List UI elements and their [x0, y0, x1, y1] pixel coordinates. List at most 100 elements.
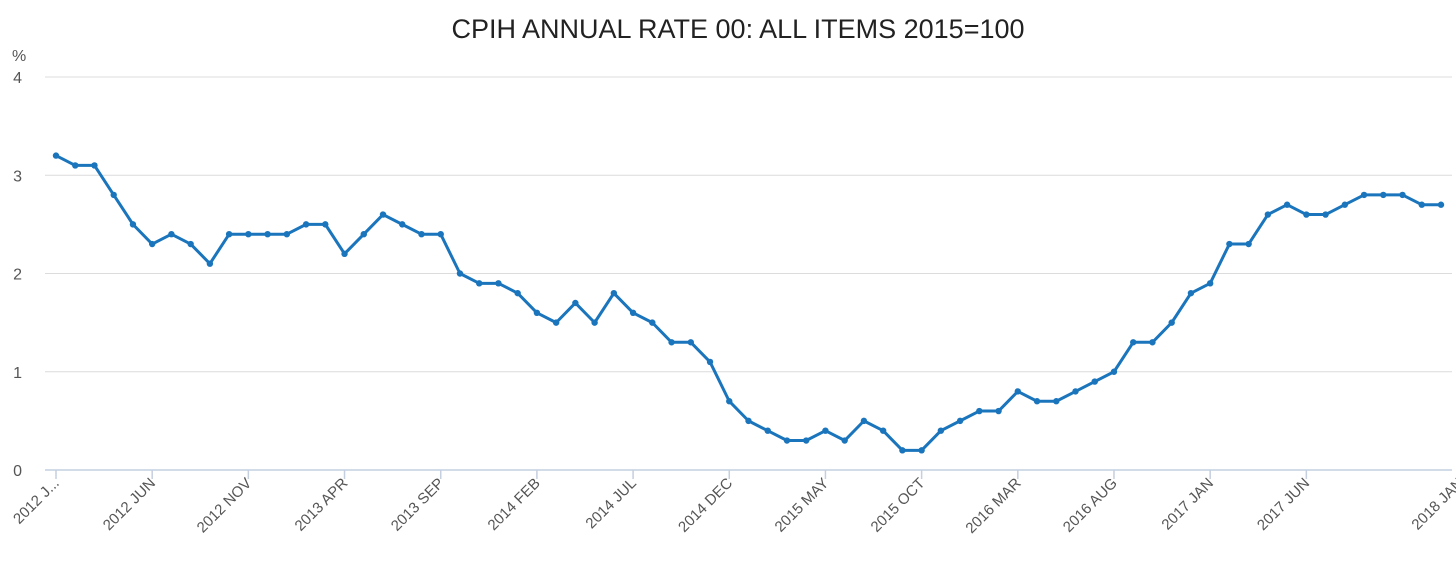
data-point[interactable]: [706, 358, 714, 366]
data-point[interactable]: [475, 280, 483, 287]
data-point[interactable]: [148, 240, 156, 248]
data-point[interactable]: [264, 231, 271, 238]
x-tick-label: 2014 DEC: [675, 475, 736, 536]
x-tick-label: 2015 OCT: [867, 475, 928, 536]
data-point[interactable]: [1053, 398, 1060, 405]
data-point[interactable]: [399, 221, 406, 228]
data-point[interactable]: [283, 231, 291, 238]
x-tick-label: 2012 JUN: [100, 475, 159, 534]
data-point[interactable]: [629, 309, 637, 316]
data-point[interactable]: [937, 427, 945, 434]
data-point[interactable]: [956, 417, 964, 425]
chart-title: CPIH ANNUAL RATE 00: ALL ITEMS 2015=100: [451, 14, 1024, 44]
data-point[interactable]: [1130, 339, 1137, 346]
data-point[interactable]: [1226, 240, 1233, 248]
gridlines: [45, 76, 1452, 373]
x-tick-label: 2017 JAN: [1158, 475, 1217, 534]
data-point[interactable]: [841, 437, 848, 444]
data-point[interactable]: [533, 309, 541, 316]
data-point[interactable]: [764, 427, 771, 434]
y-tick-label: 0: [13, 463, 22, 480]
data-point[interactable]: [610, 289, 618, 297]
y-axis-ticks: 0 1 2 3 4: [13, 70, 22, 480]
data-point[interactable]: [1110, 368, 1118, 375]
x-tick-label: 2018 JAN: [1408, 475, 1456, 534]
x-tick-label: 2016 AUG: [1060, 475, 1121, 536]
data-point[interactable]: [1091, 378, 1098, 385]
data-point[interactable]: [168, 231, 175, 238]
data-point[interactable]: [1380, 191, 1387, 199]
data-point[interactable]: [918, 447, 925, 454]
data-point[interactable]: [1399, 191, 1406, 199]
x-tick-label: 2016 MAR: [962, 475, 1024, 537]
data-point[interactable]: [72, 162, 79, 169]
data-point[interactable]: [1418, 201, 1425, 208]
x-tick-label: 2013 SEP: [388, 475, 448, 535]
y-tick-label: 2: [13, 267, 22, 284]
data-point[interactable]: [360, 231, 367, 238]
data-point[interactable]: [1014, 388, 1022, 395]
data-point[interactable]: [110, 191, 117, 199]
data-point[interactable]: [418, 231, 425, 238]
data-point[interactable]: [187, 240, 194, 248]
data-point[interactable]: [379, 211, 387, 218]
data-point[interactable]: [91, 162, 98, 169]
data-point[interactable]: [1283, 201, 1291, 208]
data-point[interactable]: [1303, 211, 1310, 218]
data-point[interactable]: [899, 447, 906, 454]
data-point[interactable]: [1187, 289, 1195, 297]
data-point[interactable]: [1437, 201, 1445, 208]
series-line: [54, 154, 1443, 452]
data-point[interactable]: [206, 260, 214, 267]
data-point[interactable]: [822, 427, 829, 434]
data-point[interactable]: [1033, 398, 1041, 405]
data-point[interactable]: [1322, 211, 1329, 218]
data-point[interactable]: [437, 231, 444, 238]
data-point[interactable]: [591, 319, 598, 326]
data-point[interactable]: [1206, 280, 1214, 287]
data-point[interactable]: [1149, 339, 1156, 346]
data-point[interactable]: [1360, 191, 1368, 199]
y-tick-label: 1: [13, 365, 22, 382]
data-point[interactable]: [976, 407, 983, 415]
data-point[interactable]: [1245, 240, 1252, 248]
x-tick-label: 2017 JUN: [1254, 475, 1313, 534]
data-point[interactable]: [745, 417, 752, 425]
x-tick-label: 2014 FEB: [485, 475, 544, 534]
data-point[interactable]: [495, 280, 502, 287]
data-point[interactable]: [341, 250, 348, 258]
data-point[interactable]: [572, 299, 579, 307]
data-point[interactable]: [1264, 211, 1272, 218]
data-point[interactable]: [1072, 388, 1079, 395]
data-point[interactable]: [995, 407, 1002, 415]
data-point[interactable]: [649, 319, 656, 326]
data-point[interactable]: [302, 221, 310, 228]
series-group: [52, 152, 1445, 454]
data-point[interactable]: [225, 231, 233, 238]
data-point[interactable]: [322, 221, 329, 228]
data-point[interactable]: [1341, 201, 1349, 208]
data-point[interactable]: [860, 417, 868, 425]
x-tick-label: 2012 NOV: [194, 475, 256, 537]
data-point[interactable]: [552, 319, 560, 326]
data-point[interactable]: [1168, 319, 1175, 326]
data-point[interactable]: [879, 427, 887, 434]
x-axis-ticks: 2012 J... 2012 JUN 2012 NOV 2013 APR 2013 SE…: [10, 470, 1456, 537]
data-point[interactable]: [687, 339, 694, 346]
y-tick-label: 3: [13, 168, 22, 185]
data-point[interactable]: [726, 398, 733, 405]
data-point[interactable]: [456, 270, 464, 277]
x-tick-label: 2012 J...: [10, 475, 63, 528]
x-tick-label: 2014 JUL: [582, 475, 639, 532]
data-point[interactable]: [668, 339, 675, 346]
y-axis-unit-label: %: [12, 48, 26, 65]
x-tick-label: 2013 APR: [292, 475, 352, 535]
data-point[interactable]: [783, 437, 791, 444]
data-point[interactable]: [129, 221, 137, 228]
data-point[interactable]: [52, 152, 60, 159]
y-tick-label: 4: [13, 70, 22, 87]
data-point[interactable]: [245, 231, 252, 238]
data-point[interactable]: [803, 437, 810, 444]
data-point[interactable]: [514, 289, 521, 297]
